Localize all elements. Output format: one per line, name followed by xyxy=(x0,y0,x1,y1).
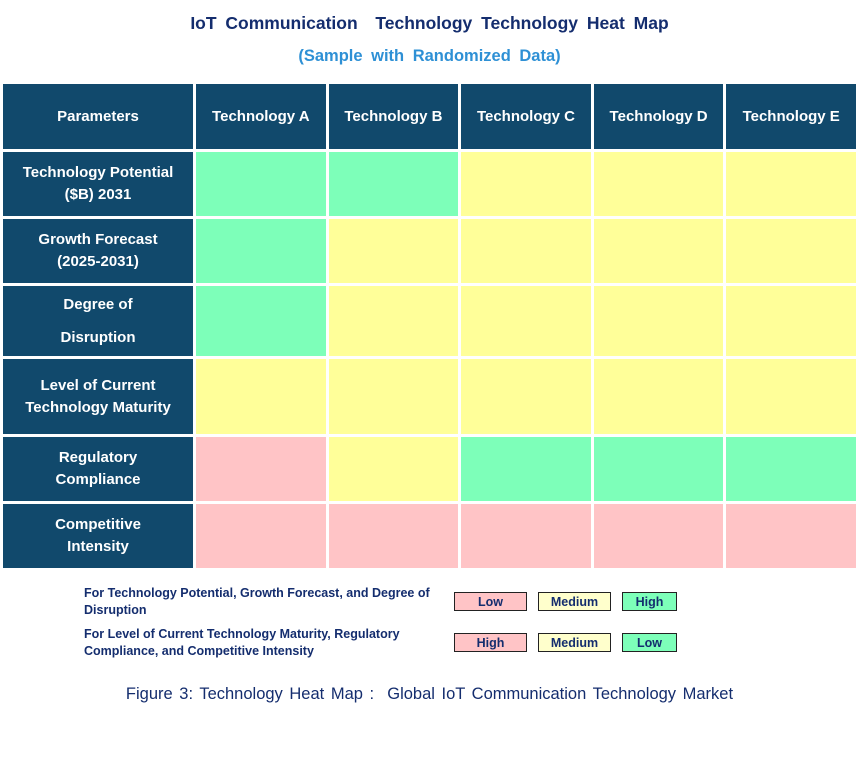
heatmap-cell xyxy=(461,359,591,434)
column-header-technology-d: Technology D xyxy=(593,84,724,149)
heatmap-cell xyxy=(196,359,326,434)
heatmap-cell xyxy=(593,504,724,568)
legend-row: For Technology Potential, Growth Forecas… xyxy=(84,585,859,618)
heatmap-cell xyxy=(461,437,591,501)
heatmap-cell xyxy=(593,219,724,283)
heatmap-cell xyxy=(726,286,856,356)
legend-box-high: High xyxy=(454,633,527,652)
heatmap-cell xyxy=(196,437,326,501)
row-label: Technology Potential ($B) 2031 xyxy=(3,152,193,216)
heatmap-cell xyxy=(328,437,459,501)
heatmap-cell xyxy=(196,286,326,356)
row-label: Regulatory Compliance xyxy=(3,437,193,501)
heatmap-cell xyxy=(461,286,591,356)
page-subtitle: (Sample with Randomized Data) xyxy=(298,47,561,65)
legend-row: For Level of Current Technology Maturity… xyxy=(84,626,859,659)
table-row: Regulatory Compliance xyxy=(3,437,856,501)
table-header-row: Parameters Technology A Technology B Techno… xyxy=(3,84,856,149)
legend-label: For Technology Potential, Growth Forecas… xyxy=(84,586,430,617)
legend-boxes: Low Medium High xyxy=(454,592,677,611)
heatmap-cell xyxy=(726,504,856,568)
heatmap-cell xyxy=(593,359,724,434)
legend-boxes: High Medium Low xyxy=(454,633,677,652)
heatmap-cell xyxy=(196,219,326,283)
heatmap-cell xyxy=(593,437,724,501)
heatmap-cell xyxy=(328,286,459,356)
table-row: Growth Forecast (2025-2031) xyxy=(3,219,856,283)
column-header-parameters: Parameters xyxy=(3,84,193,149)
row-label: Competitive Intensity xyxy=(3,504,193,568)
heatmap-table: Parameters Technology A Technology B Techno… xyxy=(0,81,859,571)
legend-box-low: Low xyxy=(454,592,527,611)
heatmap-cell xyxy=(328,504,459,568)
heatmap-cell xyxy=(328,359,459,434)
heatmap-cell xyxy=(461,152,591,216)
column-header-technology-b: Technology B xyxy=(328,84,459,149)
legend-box-medium: Medium xyxy=(538,633,611,652)
heatmap-cell xyxy=(196,504,326,568)
heatmap-cell xyxy=(593,152,724,216)
heatmap-cell xyxy=(461,219,591,283)
heatmap-cell xyxy=(593,286,724,356)
heatmap-cell xyxy=(726,219,856,283)
column-header-technology-a: Technology A xyxy=(196,84,326,149)
column-header-technology-e: Technology E xyxy=(726,84,856,149)
heatmap-cell xyxy=(196,152,326,216)
heatmap-cell xyxy=(726,437,856,501)
legend-label: For Level of Current Technology Maturity… xyxy=(84,627,400,658)
heatmap-cell xyxy=(461,504,591,568)
heatmap-cell xyxy=(726,359,856,434)
legend-box-medium: Medium xyxy=(538,592,611,611)
table-row: Level of Current Technology Maturity xyxy=(3,359,856,434)
row-label: Growth Forecast (2025-2031) xyxy=(3,219,193,283)
row-label: Level of Current Technology Maturity xyxy=(3,359,193,434)
heatmap-cell xyxy=(328,219,459,283)
legend: For Technology Potential, Growth Forecas… xyxy=(0,585,859,659)
figure-caption: Figure 3: Technology Heat Map : Global I… xyxy=(125,685,734,703)
column-header-technology-c: Technology C xyxy=(461,84,591,149)
table-row: Technology Potential ($B) 2031 xyxy=(3,152,856,216)
page-title: IoT Communication Technology Technology … xyxy=(190,13,669,33)
legend-box-high: High xyxy=(622,592,677,611)
heatmap-cell xyxy=(726,152,856,216)
heatmap-cell xyxy=(328,152,459,216)
table-row: Competitive Intensity xyxy=(3,504,856,568)
legend-box-low: Low xyxy=(622,633,677,652)
row-label: Degree of Disruption xyxy=(3,286,193,356)
table-row: Degree of Disruption xyxy=(3,286,856,356)
